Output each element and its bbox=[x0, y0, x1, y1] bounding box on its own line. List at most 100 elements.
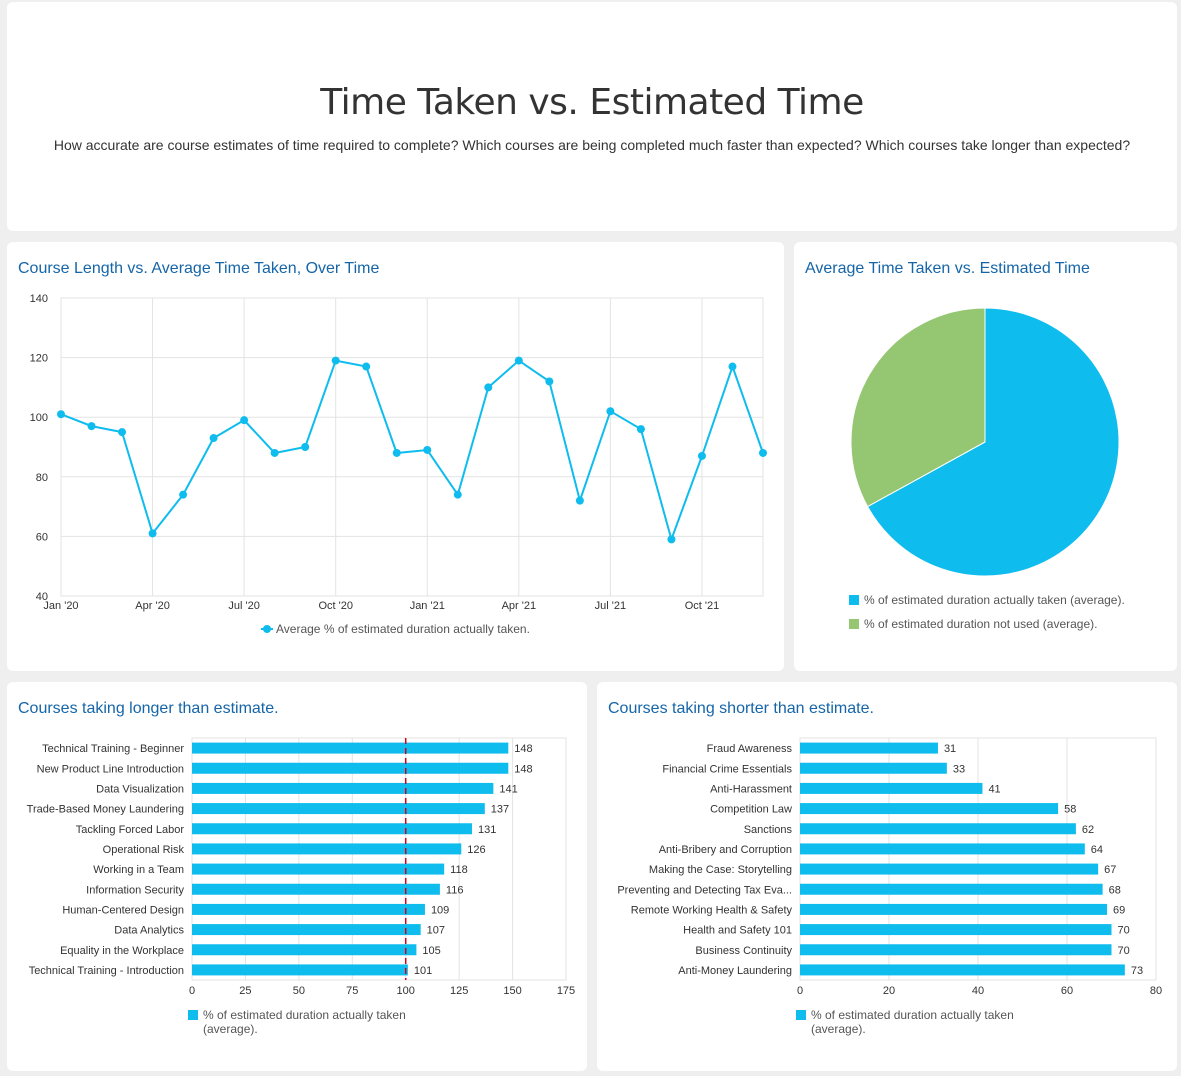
category-label: Data Visualization bbox=[96, 783, 184, 795]
category-label: Trade-Based Money Laundering bbox=[27, 804, 184, 816]
bar bbox=[192, 762, 509, 774]
legend-label: Average % of estimated duration actually… bbox=[276, 622, 530, 636]
legend-swatch bbox=[796, 1010, 806, 1020]
data-point bbox=[728, 362, 737, 371]
bar bbox=[800, 944, 1112, 956]
data-point bbox=[270, 448, 279, 457]
category-label: Anti-Harassment bbox=[710, 783, 792, 795]
bar bbox=[192, 863, 445, 875]
category-label: Technical Training - Beginner bbox=[42, 743, 184, 755]
y-tick-label: 40 bbox=[36, 591, 48, 603]
x-tick-label: Apr '21 bbox=[502, 600, 537, 612]
bar bbox=[800, 742, 938, 754]
longer-chart-title: Courses taking longer than estimate. bbox=[18, 700, 279, 717]
bar bbox=[192, 924, 421, 936]
category-label: Fraud Awareness bbox=[707, 743, 793, 755]
legend-marker bbox=[263, 625, 271, 633]
category-label: Competition Law bbox=[710, 804, 792, 816]
category-label: Business Continuity bbox=[695, 945, 792, 957]
category-label: Anti-Bribery and Corruption bbox=[659, 844, 792, 856]
longer-bar-chart-card: Courses taking longer than estimate. 0 25… bbox=[7, 682, 587, 1071]
data-label: 64 bbox=[1091, 844, 1103, 856]
y-tick-label: 80 bbox=[36, 472, 48, 484]
category-label: Sanctions bbox=[744, 824, 793, 836]
data-point bbox=[87, 422, 96, 431]
legend-label: % of estimated duration actually taken (… bbox=[864, 593, 1125, 607]
legend-label: % of estimated duration actually taken (a… bbox=[811, 1008, 1014, 1036]
bar bbox=[800, 883, 1103, 895]
data-label: 101 bbox=[414, 965, 432, 977]
category-label: Working in a Team bbox=[93, 864, 184, 876]
data-label: 126 bbox=[467, 844, 485, 856]
header-card: Time Taken vs. Estimated Time How accura… bbox=[7, 2, 1177, 231]
data-point bbox=[606, 407, 615, 416]
data-label: 141 bbox=[499, 783, 517, 795]
pie-chart: % of estimated duration actually taken (… bbox=[849, 307, 1125, 631]
data-label: 33 bbox=[953, 763, 965, 775]
y-tick-label: 60 bbox=[36, 531, 48, 543]
bar bbox=[800, 823, 1076, 835]
x-tick-label: 75 bbox=[346, 985, 358, 997]
plot-frame bbox=[60, 297, 764, 597]
bar bbox=[800, 762, 947, 774]
x-tick-label: Jul '20 bbox=[228, 600, 259, 612]
data-point bbox=[118, 428, 127, 437]
legend-label: % of estimated duration not used (averag… bbox=[864, 617, 1097, 631]
x-tick-label: Oct '21 bbox=[685, 600, 720, 612]
data-label: 107 bbox=[427, 925, 445, 937]
x-tick-label: 0 bbox=[797, 985, 803, 997]
bar bbox=[192, 742, 509, 754]
bar bbox=[192, 944, 417, 956]
data-point bbox=[362, 362, 371, 371]
data-label: 67 bbox=[1104, 864, 1116, 876]
data-point bbox=[514, 356, 523, 365]
data-label: 70 bbox=[1118, 945, 1130, 957]
legend-swatch bbox=[849, 595, 859, 605]
data-point bbox=[759, 448, 767, 457]
data-point bbox=[301, 443, 310, 451]
category-label: Tackling Forced Labor bbox=[76, 824, 185, 836]
bar bbox=[800, 843, 1085, 855]
data-label: 116 bbox=[446, 884, 464, 896]
data-point bbox=[484, 383, 493, 392]
x-tick-label: 25 bbox=[239, 985, 251, 997]
data-label: 105 bbox=[422, 945, 440, 957]
legend-label: % of estimated duration actually taken (a… bbox=[203, 1008, 406, 1036]
x-tick-label: Jul '21 bbox=[595, 600, 626, 612]
x-tick-label: Oct '20 bbox=[318, 600, 353, 612]
x-tick-label: 100 bbox=[397, 985, 415, 997]
data-label: 58 bbox=[1064, 804, 1076, 816]
data-label: 70 bbox=[1118, 925, 1130, 937]
x-tick-label: 0 bbox=[189, 985, 195, 997]
plot-frame bbox=[191, 737, 567, 981]
data-label: 118 bbox=[450, 864, 468, 876]
data-point bbox=[209, 434, 218, 443]
data-label: 131 bbox=[478, 824, 496, 836]
data-label: 62 bbox=[1082, 824, 1094, 836]
data-label: 69 bbox=[1113, 904, 1125, 916]
bar bbox=[800, 803, 1059, 815]
bar bbox=[192, 782, 494, 794]
line-chart-card: Course Length vs. Average Time Taken, Ov… bbox=[7, 242, 784, 671]
data-label: 73 bbox=[1131, 965, 1143, 977]
category-label: Making the Case: Storytelling bbox=[649, 864, 792, 876]
page-subtitle: How accurate are course estimates of tim… bbox=[53, 137, 1131, 153]
category-label: Technical Training - Introduction bbox=[29, 965, 184, 977]
shorter-chart-title: Courses taking shorter than estimate. bbox=[608, 700, 874, 717]
category-label: Remote Working Health & Safety bbox=[631, 904, 793, 916]
x-tick-label: 60 bbox=[1061, 985, 1073, 997]
data-point bbox=[331, 356, 340, 365]
x-tick-label: 150 bbox=[503, 985, 521, 997]
category-label: Health and Safety 101 bbox=[683, 925, 792, 937]
data-point bbox=[545, 377, 554, 386]
bar bbox=[800, 782, 983, 794]
data-point bbox=[636, 425, 645, 434]
data-label: 137 bbox=[491, 804, 509, 816]
shorter-bar-chart-card: Courses taking shorter than estimate. 0 2… bbox=[597, 682, 1177, 1071]
category-label: Data Analytics bbox=[114, 925, 184, 937]
bar bbox=[192, 883, 440, 895]
line-chart: 40 60 80 100 120 140 Jan '20 Apr '20 Jul '20 Oct … bbox=[30, 293, 767, 636]
bar bbox=[192, 823, 472, 835]
x-tick-label: Jan '20 bbox=[43, 600, 78, 612]
data-label: 31 bbox=[944, 743, 956, 755]
